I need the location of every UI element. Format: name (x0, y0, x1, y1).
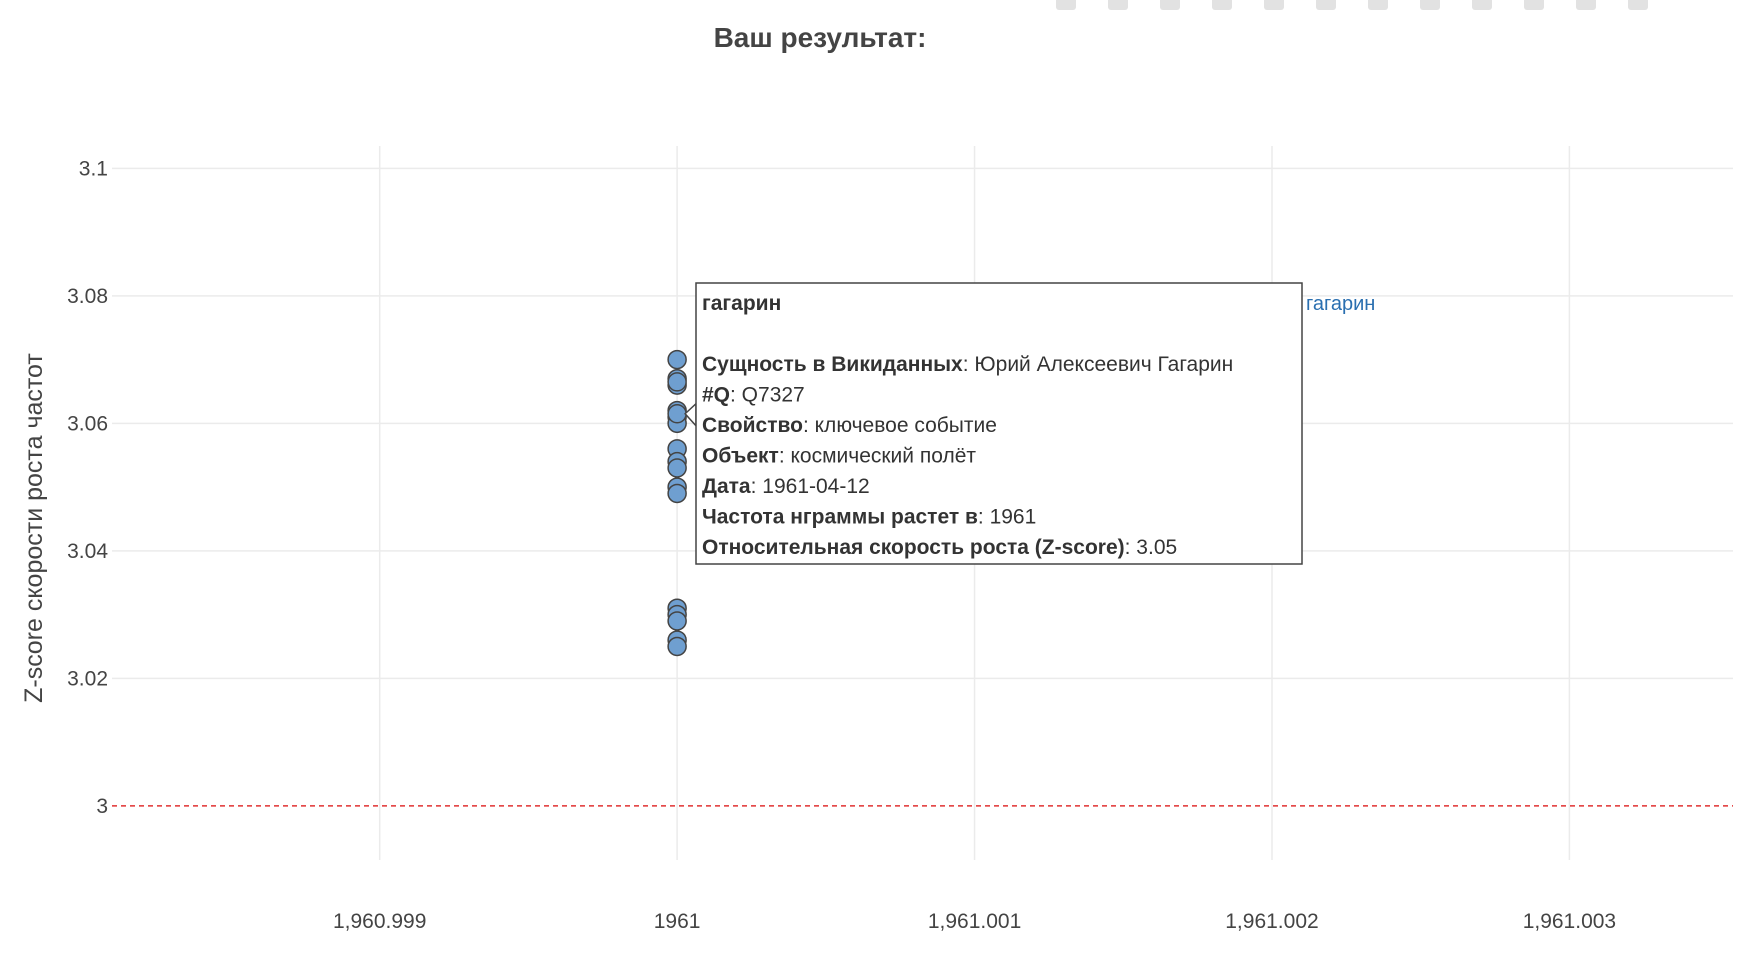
hover-row-key: Сущность в Викиданных (702, 353, 963, 376)
hover-row-value: : Q7327 (730, 384, 805, 407)
hover-row: Объект: космический полёт (702, 445, 976, 468)
hover-row: Относительная скорость роста (Z-score): … (702, 536, 1177, 559)
hover-box (695, 282, 1303, 565)
x-tick-label: 1,961.001 (928, 910, 1021, 933)
hover-tooltip: гагарин Сущность в Викиданных: Юрий Алекс… (684, 282, 1375, 565)
hover-title: гагарин (702, 292, 781, 315)
y-tick-label: 3 (96, 795, 108, 818)
y-tick-label: 3.02 (67, 667, 108, 690)
compare-hover-icon[interactable] (1576, 0, 1596, 10)
data-point (667, 372, 687, 392)
reset-axes-icon[interactable] (1472, 0, 1492, 10)
hover-row-value: : 1961 (978, 506, 1036, 529)
hover-row: Дата: 1961-04-12 (702, 475, 870, 498)
hover-row: #Q: Q7327 (702, 384, 805, 407)
hover-row-key: Объект (702, 445, 779, 468)
hover-row-value: : 1961-04-12 (751, 475, 870, 498)
zoom-out-icon[interactable] (1368, 0, 1388, 10)
x-tick-label: 1,961.002 (1225, 910, 1318, 933)
x-tick-labels: 1,960.999 1961 1,961.001 1,961.002 1,961.003 (333, 910, 1616, 933)
spike-lines-icon[interactable] (1524, 0, 1544, 10)
zoom-in-icon[interactable] (1316, 0, 1336, 10)
x-tick-label: 1,961.003 (1523, 910, 1616, 933)
zoom-icon[interactable] (1108, 0, 1128, 10)
y-tick-label: 3.06 (67, 412, 108, 435)
data-point (667, 458, 687, 478)
x-tick-label: 1,960.999 (333, 910, 426, 933)
hover-row-key: Относительная скорость роста (Z-score) (702, 536, 1125, 559)
data-point (667, 636, 687, 657)
hover-row-value: : Юрий Алексеевич Гагарин (963, 353, 1234, 376)
hover-row-key: Частота нграммы растет в (702, 506, 978, 529)
data-point (667, 483, 687, 504)
camera-icon[interactable] (1056, 0, 1076, 10)
y-axis-label: Z-score скорости роста частот (20, 353, 48, 703)
hover-row-key: #Q (702, 384, 730, 407)
hover-row-value: : ключевое событие (803, 414, 997, 437)
box-select-icon[interactable] (1212, 0, 1232, 10)
hover-row-key: Свойство (702, 414, 803, 437)
closest-hover-icon[interactable] (1628, 0, 1648, 10)
modebar (1056, 0, 1756, 12)
y-tick-labels: 3 3.02 3.04 3.06 3.08 3.1 (67, 157, 108, 818)
x-tick-label: 1961 (654, 910, 701, 933)
data-point (667, 349, 687, 370)
y-tick-label: 3.08 (67, 285, 108, 308)
y-tick-label: 3.04 (67, 540, 108, 563)
hover-row-value: : космический полёт (779, 445, 977, 468)
hover-row: Частота нграммы растет в: 1961 (702, 506, 1036, 529)
points-layer (667, 349, 687, 657)
y-tick-label: 3.1 (79, 157, 108, 180)
hover-row: Свойство: ключевое событие (702, 414, 997, 437)
data-point (667, 611, 687, 631)
hover-row-key: Дата (702, 475, 751, 498)
hover-series-label: гагарин (1306, 293, 1375, 315)
data-point (667, 404, 687, 424)
autoscale-icon[interactable] (1420, 0, 1440, 10)
hover-pointer-mask (697, 404, 700, 425)
hover-row-value: : 3.05 (1125, 536, 1178, 559)
pan-icon[interactable] (1160, 0, 1180, 10)
hover-row: Сущность в Викиданных: Юрий Алексеевич Г… (702, 353, 1233, 376)
lasso-select-icon[interactable] (1264, 0, 1284, 10)
chart-title: Ваш результат: (713, 22, 927, 53)
